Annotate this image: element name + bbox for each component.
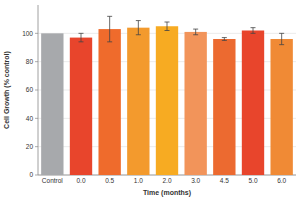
error-stem	[281, 33, 282, 44]
y-tick-label: 60	[26, 86, 34, 93]
y-tick	[35, 175, 38, 176]
y-tick-label: 0	[29, 171, 33, 178]
bar	[127, 28, 149, 175]
error-stem	[138, 21, 139, 35]
error-cap	[165, 22, 170, 23]
x-tick-label: 3.0	[191, 177, 200, 184]
chart-container: 0 20 40 60 80 100 Control 0.0 0.5 1.0 2.0 3.0 4.5 5.0…	[0, 0, 300, 198]
error-cap	[79, 41, 84, 42]
y-tick-label: 20	[26, 143, 34, 150]
error-cap	[222, 40, 227, 41]
x-tick-label: 0.0	[76, 177, 85, 184]
bars	[41, 16, 293, 175]
error-stem	[167, 22, 168, 31]
error-cap	[251, 33, 256, 34]
y-tick	[35, 118, 38, 119]
error-cap	[251, 27, 256, 28]
x-tick-label: 1.0	[134, 177, 143, 184]
bar	[242, 31, 264, 176]
y-tick-label: 80	[26, 58, 34, 65]
error-stem	[224, 38, 225, 41]
bar	[70, 38, 92, 175]
bar	[270, 39, 292, 175]
x-axis-title: Time (months)	[143, 189, 191, 197]
y-axis	[38, 5, 39, 175]
error-cap	[136, 34, 141, 35]
x-tick-label: 4.5	[220, 177, 229, 184]
error-stem	[195, 29, 196, 35]
error-cap	[107, 41, 112, 42]
bar	[156, 26, 178, 175]
bar	[98, 29, 120, 175]
x-tick-label: Control	[42, 177, 64, 184]
chart-svg: 0 20 40 60 80 100 Control 0.0 0.5 1.0 2.0 3.0 4.5 5.0…	[0, 0, 300, 198]
y-tick	[35, 61, 38, 62]
error-cap	[193, 34, 198, 35]
x-tick-label: 2.0	[162, 177, 171, 184]
error-bar	[136, 21, 141, 35]
error-cap	[107, 16, 112, 17]
error-bar	[79, 33, 84, 42]
y-tick-label: 100	[22, 30, 33, 37]
error-bar	[107, 16, 112, 41]
y-tick	[35, 146, 38, 147]
error-cap	[193, 29, 198, 30]
error-cap	[79, 33, 84, 34]
error-cap	[279, 44, 284, 45]
error-bar	[279, 33, 284, 44]
x-tick-label: 0.5	[105, 177, 114, 184]
y-tick	[35, 33, 38, 34]
bar	[213, 39, 235, 175]
error-cap	[279, 33, 284, 34]
error-cap	[165, 30, 170, 31]
y-tick-label: 40	[26, 115, 34, 122]
error-bar	[165, 22, 170, 31]
error-bar	[222, 38, 227, 41]
bar	[41, 33, 63, 175]
error-stem	[109, 16, 110, 41]
error-cap	[136, 20, 141, 21]
x-tick-label: 6.0	[277, 177, 286, 184]
bar	[184, 32, 206, 175]
error-bar	[193, 29, 198, 35]
y-tick	[35, 90, 38, 91]
x-tick-label: 5.0	[248, 177, 257, 184]
error-stem	[253, 28, 254, 34]
error-bar	[251, 28, 256, 34]
y-axis-title: Cell Growth (% control)	[3, 51, 11, 129]
error-cap	[222, 37, 227, 38]
error-stem	[81, 33, 82, 42]
